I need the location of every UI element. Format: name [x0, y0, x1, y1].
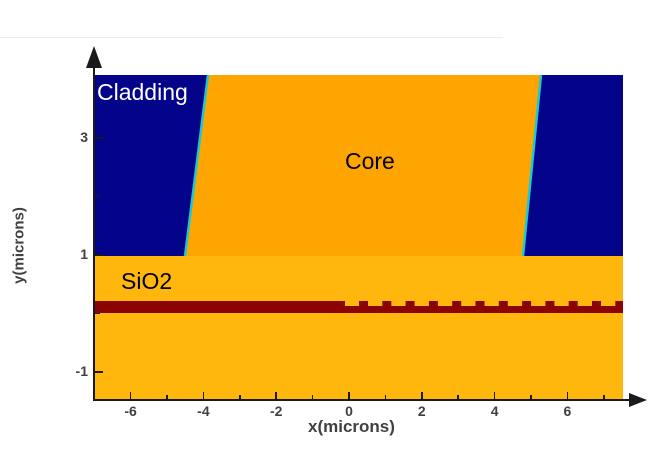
grating-slab-base [345, 306, 623, 313]
grating-teeth-group [359, 301, 623, 307]
x-axis-line [93, 399, 630, 401]
x-minor-tick [457, 395, 459, 400]
x-major-tick [421, 392, 423, 400]
sio2-label: SiO2 [121, 268, 173, 294]
grating-tooth [452, 301, 462, 307]
x-major-tick [566, 392, 569, 400]
y-tick-label: 3 [80, 129, 88, 145]
x-minor-tick [530, 395, 532, 400]
y-axis-line [93, 60, 95, 400]
x-tick-label: -6 [124, 403, 137, 419]
y-major-tick [95, 137, 103, 139]
y-major-tick [95, 371, 103, 373]
grating-tooth [545, 301, 555, 307]
grating-tooth [475, 301, 485, 307]
x-major-tick [202, 392, 205, 400]
core-region [185, 75, 541, 256]
core-label: Core [345, 148, 395, 174]
x-minor-tick [166, 395, 168, 400]
y-axis-title: y(microns) [10, 207, 28, 284]
substrate-region [95, 256, 623, 400]
x-axis-title: x(microns) [308, 417, 395, 436]
x-tick-label: 2 [417, 403, 426, 419]
y-axis-arrow-icon [86, 46, 102, 68]
plot-area: Cladding Core SiO2 [95, 75, 623, 400]
x-tick-label: -2 [269, 403, 283, 419]
grating-tooth [615, 301, 623, 307]
y-tick-label: -1 [75, 363, 88, 379]
y-tick-label: 1 [80, 246, 88, 262]
y-minor-tick [95, 195, 100, 198]
x-minor-tick [311, 395, 314, 400]
grating-tooth [405, 301, 415, 307]
grating-tooth [522, 301, 532, 307]
y-minor-tick [95, 312, 100, 315]
x-major-tick [493, 392, 496, 400]
y-major-tick [95, 254, 103, 256]
top-divider-line [0, 37, 503, 38]
x-major-tick [348, 392, 350, 400]
x-tick-label: 6 [563, 403, 572, 419]
x-tick-label: 4 [490, 403, 499, 419]
x-minor-tick [239, 395, 241, 400]
index-profile-map [95, 75, 623, 400]
grating-tooth [359, 301, 368, 307]
grating-tooth [592, 301, 601, 307]
grating-tooth [568, 301, 578, 307]
cladding-label: Cladding [97, 79, 188, 105]
left-sidewall-highlight [183, 75, 210, 257]
right-sidewall-highlight [521, 75, 543, 257]
grating-slab-solid [95, 301, 345, 313]
grating-tooth [428, 301, 438, 307]
grating-tooth [498, 301, 508, 307]
x-tick-label: 0 [345, 403, 353, 419]
x-minor-tick [603, 395, 605, 400]
x-major-tick [275, 392, 277, 400]
x-tick-label: -4 [197, 403, 210, 419]
x-minor-tick [384, 395, 387, 400]
x-axis-arrow-icon [629, 393, 647, 407]
grating-tooth [382, 301, 392, 307]
x-major-tick [129, 392, 132, 400]
